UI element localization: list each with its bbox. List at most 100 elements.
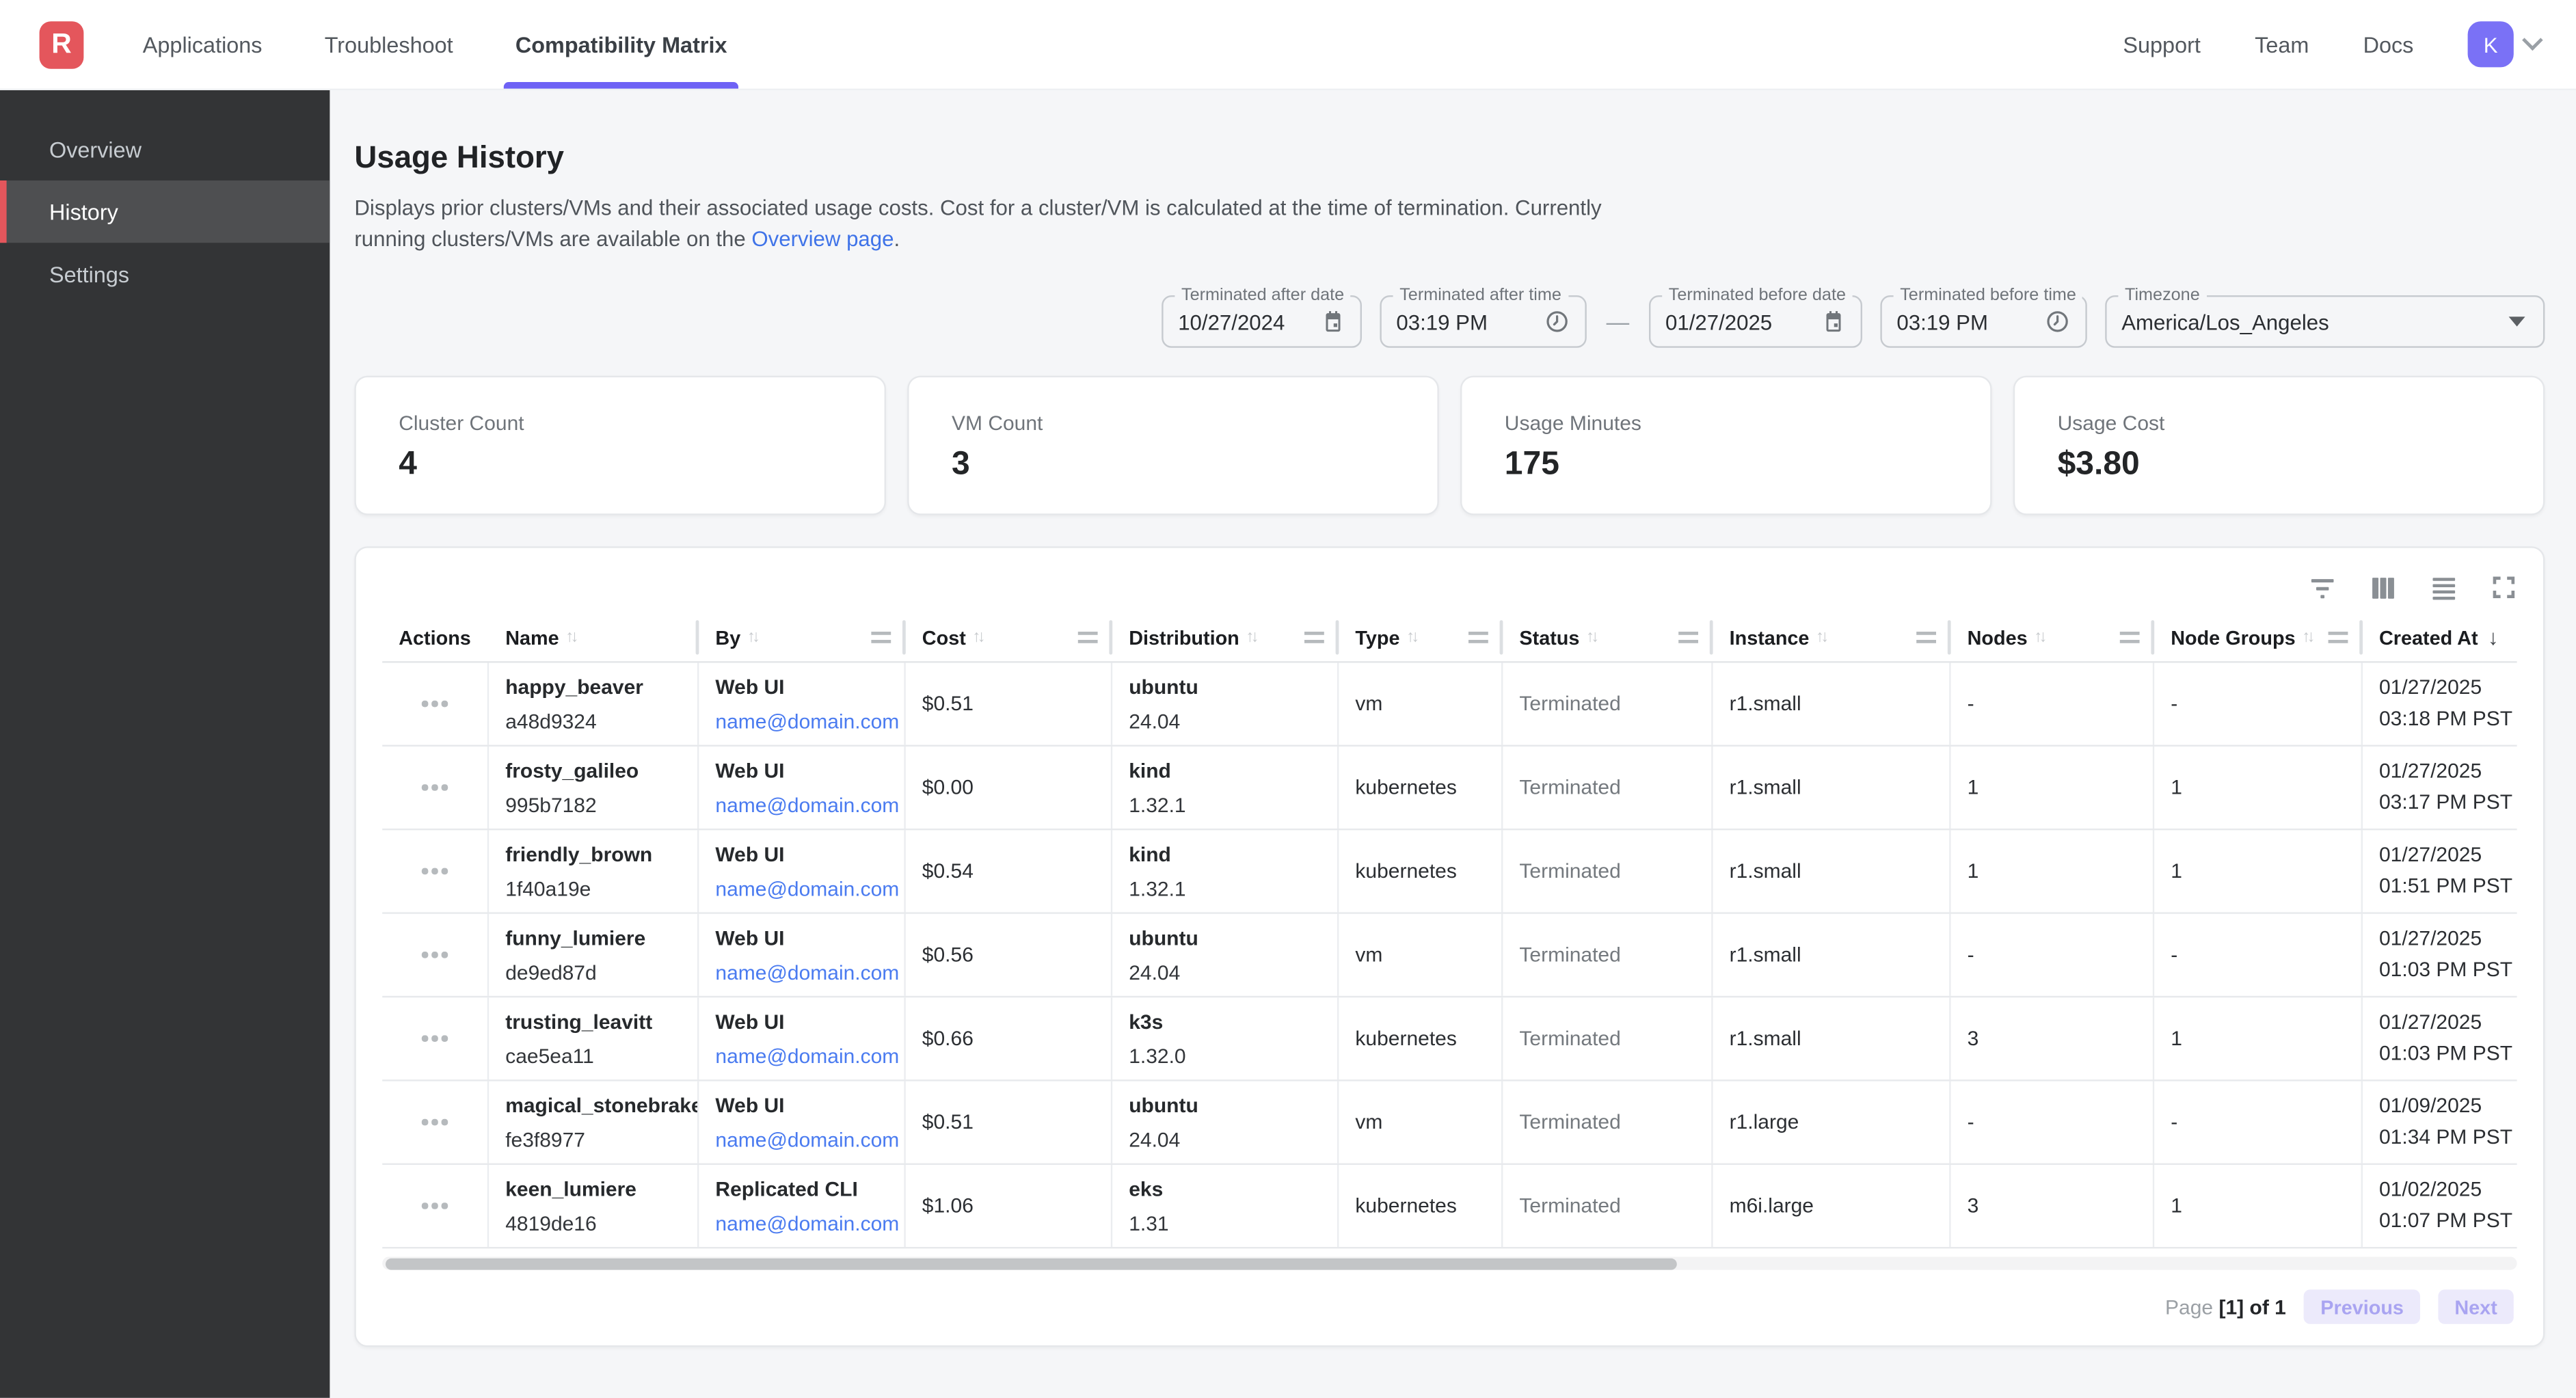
column-header-cost[interactable]: Cost ↑↓ [906,614,1112,662]
column-menu-icon[interactable] [2120,632,2140,643]
cell-node-groups: 1 [2154,747,2363,829]
column-header-distribution[interactable]: Distribution ↑↓ [1112,614,1339,662]
sidebar-item-overview[interactable]: Overview [0,118,330,180]
nav-link-docs[interactable]: Docs [2363,32,2414,57]
column-header-name[interactable]: Name ↑↓ [489,614,699,662]
account-menu[interactable]: K [2468,21,2540,67]
cell-node-groups: - [2154,1081,2363,1164]
cell-status: Terminated [1503,830,1713,912]
column-menu-icon[interactable] [1304,632,1324,643]
cell-distribution: ubuntu 24.04 [1112,1081,1339,1164]
terminated-before-time-field[interactable]: Terminated before time 03:19 PM [1880,295,2087,348]
calendar-icon[interactable] [1321,309,1345,334]
nav-item-troubleshoot[interactable]: Troubleshoot [325,0,453,89]
stat-card-usage-minutes: Usage Minutes 175 [1460,376,1992,515]
cell-nodes: - [1951,914,2155,996]
email-link[interactable]: name@domain.com [715,956,904,989]
nav-item-applications[interactable]: Applications [143,0,263,89]
clock-icon[interactable] [2044,308,2070,334]
column-menu-icon[interactable] [1078,632,1098,643]
email-link[interactable]: name@domain.com [715,1123,904,1156]
row-actions-button[interactable] [416,695,454,714]
column-header-nodes[interactable]: Nodes ↑↓ [1951,614,2155,662]
terminated-before-date-field[interactable]: Terminated before date 01/27/2025 [1649,295,1862,348]
column-menu-icon[interactable] [2329,632,2348,643]
brand-logo[interactable]: R [40,21,84,68]
cell-distribution: eks 1.31 [1112,1165,1339,1247]
email-link[interactable]: name@domain.com [715,1039,904,1072]
columns-icon[interactable] [2370,574,2398,602]
row-actions-button[interactable] [416,778,454,797]
sort-icon[interactable]: ↑↓ [2034,628,2043,646]
sidebar-item-settings[interactable]: Settings [0,243,330,305]
row-actions-button[interactable] [416,1029,454,1048]
nav-link-support[interactable]: Support [2123,32,2201,57]
email-link[interactable]: name@domain.com [715,872,904,905]
cell-by: Web UI name@domain.com [699,997,905,1079]
brand-logo-letter: R [51,28,71,61]
column-header-type[interactable]: Type ↑↓ [1339,614,1503,662]
terminated-after-date-field[interactable]: Terminated after date 10/27/2024 [1162,295,1362,348]
cell-actions [382,1165,489,1247]
cell-instance: r1.large [1713,1081,1951,1164]
cell-name: keen_lumiere 4819de16 [489,1165,699,1247]
cell-instance: r1.small [1713,997,1951,1079]
fullscreen-icon[interactable] [2491,574,2517,600]
cell-node-groups: 1 [2154,830,2363,912]
status-badge: Terminated [1519,856,1711,887]
column-header-created-at[interactable]: Created At ↓ [2363,614,2517,662]
column-header-node-groups[interactable]: Node Groups ↑↓ [2154,614,2363,662]
next-button[interactable]: Next [2438,1289,2513,1323]
sort-icon[interactable]: ↑↓ [2302,628,2311,646]
sort-icon[interactable]: ↑↓ [1586,628,1596,646]
column-header-by[interactable]: By ↑↓ [699,614,905,662]
table-row: happy_beaver a48d9324 Web UI name@domain… [382,663,2517,747]
page-description: Displays prior clusters/VMs and their as… [354,192,1667,254]
density-icon[interactable] [2430,574,2458,602]
horizontal-scrollbar[interactable] [382,1256,2517,1269]
row-actions-button[interactable] [416,945,454,965]
column-menu-icon[interactable] [871,632,891,643]
email-link[interactable]: name@domain.com [715,1207,904,1239]
row-actions-button[interactable] [416,1113,454,1132]
nav-link-team[interactable]: Team [2255,32,2309,57]
sort-icon[interactable]: ↑↓ [1816,628,1825,646]
cell-by: Web UI name@domain.com [699,663,905,745]
cell-type: kubernetes [1339,830,1503,912]
timezone-select[interactable]: Timezone America/Los_Angeles [2105,295,2545,348]
sidebar-item-history[interactable]: History [0,180,330,243]
row-actions-button[interactable] [416,862,454,881]
scrollbar-thumb[interactable] [386,1258,1677,1269]
cell-created-at: 01/09/2025 01:34 PM PST [2363,1081,2517,1164]
nav-item-compatibility-matrix[interactable]: Compatibility Matrix [515,0,727,89]
overview-page-link[interactable]: Overview page [751,226,894,251]
column-menu-icon[interactable] [1916,632,1936,643]
sort-icon[interactable]: ↑↓ [747,628,757,646]
calendar-icon[interactable] [1821,309,1846,334]
column-menu-icon[interactable] [1678,632,1698,643]
status-badge: Terminated [1519,1023,1711,1054]
cell-distribution: kind 1.32.1 [1112,830,1339,912]
email-link[interactable]: name@domain.com [715,705,904,738]
sort-desc-icon[interactable]: ↓ [2488,625,2499,649]
column-header-status[interactable]: Status ↑↓ [1503,614,1713,662]
cell-created-at: 01/27/2025 01:51 PM PST [2363,830,2517,912]
row-actions-button[interactable] [416,1196,454,1215]
cell-type: vm [1339,663,1503,745]
column-header-instance[interactable]: Instance ↑↓ [1713,614,1951,662]
sort-icon[interactable]: ↑↓ [972,628,982,646]
email-link[interactable]: name@domain.com [715,788,904,821]
sort-icon[interactable]: ↑↓ [1246,628,1255,646]
stat-card-vm-count: VM Count 3 [907,376,1439,515]
sort-icon[interactable]: ↑↓ [1406,628,1416,646]
cell-nodes: - [1951,663,2155,745]
cell-status: Terminated [1503,663,1713,745]
terminated-after-time-field[interactable]: Terminated after time 03:19 PM [1380,295,1586,348]
column-menu-icon[interactable] [1468,632,1488,643]
filter-icon[interactable] [2309,574,2337,602]
cell-cost: $1.06 [906,1165,1112,1247]
previous-button[interactable]: Previous [2304,1289,2420,1323]
sort-icon[interactable]: ↑↓ [565,628,575,646]
clock-icon[interactable] [1544,308,1570,334]
stat-cards: Cluster Count 4 VM Count 3 Usage Minutes… [354,376,2545,515]
